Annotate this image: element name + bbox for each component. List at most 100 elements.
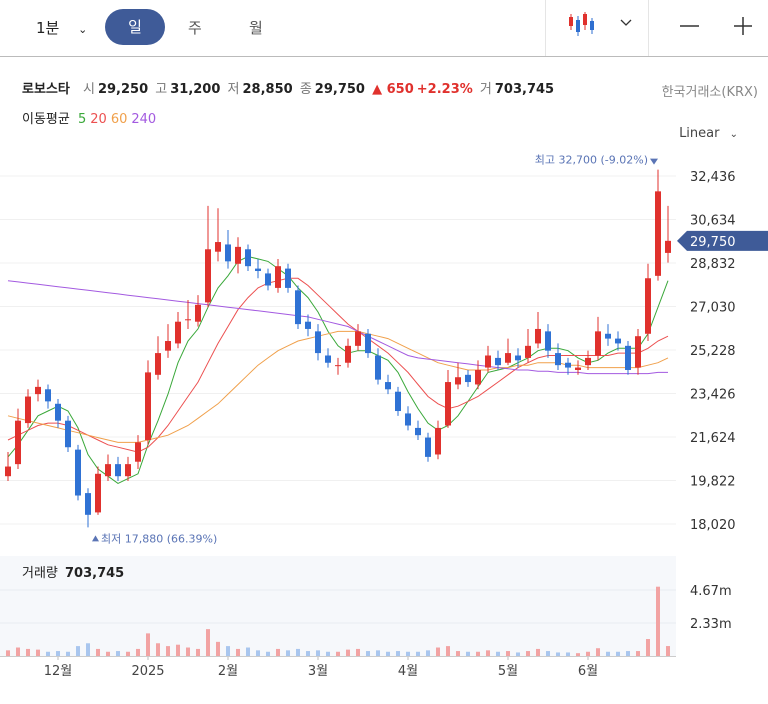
scale-select[interactable]: Linear ⌄ — [679, 126, 738, 141]
value: 703,745 — [494, 82, 555, 97]
candle-body — [265, 273, 271, 286]
volume-value: 703,745 — [65, 566, 124, 581]
tab-week[interactable]: 주 — [188, 19, 202, 37]
candle-body — [595, 331, 601, 356]
candle-body — [635, 336, 641, 368]
volume-bar — [506, 651, 510, 656]
candle-body — [75, 449, 81, 496]
volume-bar — [196, 648, 200, 656]
volume-bar — [36, 649, 40, 656]
volume-bar — [406, 651, 410, 656]
volume-bar — [556, 652, 560, 656]
volume-bar — [476, 651, 480, 656]
x-tick-label: 6월 — [578, 664, 598, 679]
x-tick-label: 4월 — [398, 664, 418, 679]
candle-body — [495, 357, 501, 366]
candle-body — [545, 331, 551, 351]
low-marker — [92, 535, 99, 542]
volume-panel — [0, 556, 676, 656]
volume-bar — [626, 651, 630, 656]
volume-bar — [76, 646, 80, 656]
candle-body — [285, 268, 291, 288]
zoom-in[interactable] — [734, 17, 752, 35]
label: 거 — [479, 82, 492, 97]
volume-bar — [216, 641, 220, 656]
ma-label: 이동평균 — [22, 112, 70, 127]
volume-bar — [316, 650, 320, 656]
candle-body — [215, 242, 221, 252]
interval-select[interactable]: 1분 ⌄ — [36, 19, 88, 37]
candle-body — [385, 382, 391, 390]
candle-body — [425, 437, 431, 457]
candle-body — [275, 266, 281, 288]
label: 고 — [155, 82, 168, 97]
tab-month[interactable]: 월 — [249, 19, 263, 37]
y-tick-label: 19,822 — [690, 474, 736, 489]
candle-body — [335, 365, 341, 367]
candle-body — [525, 345, 531, 358]
stock-name: 로보스타 — [22, 82, 70, 97]
volume-bar — [546, 651, 550, 656]
volume-bar — [576, 653, 580, 656]
volume-bar — [166, 646, 170, 656]
y-tick-label: 21,624 — [690, 431, 736, 446]
candle-body — [295, 290, 301, 325]
legend-entry: 60 — [110, 112, 128, 127]
y-tick-label: 30,634 — [690, 213, 736, 228]
candle-body — [615, 338, 621, 344]
candle-body — [475, 369, 481, 385]
candle-body — [405, 413, 411, 426]
candle-body — [485, 355, 491, 368]
chart-type-button[interactable] — [569, 12, 632, 36]
candle-body — [565, 362, 571, 368]
candle-body — [355, 331, 361, 346]
candle-body — [555, 353, 561, 366]
candle-body — [445, 382, 451, 426]
candle-body — [655, 191, 661, 276]
candle-body — [175, 321, 181, 344]
tab-day[interactable]: 일 — [105, 9, 165, 45]
volume-bar — [286, 650, 290, 656]
candle-body — [515, 355, 521, 361]
candle-body — [125, 464, 131, 477]
volume-bar — [396, 651, 400, 656]
volume-bar — [636, 651, 640, 656]
candle-body — [205, 249, 211, 303]
x-tick-label: 2025 — [131, 664, 164, 679]
volume-bar — [246, 647, 250, 656]
ma-line — [7, 280, 668, 375]
candle-body — [325, 355, 331, 363]
volume-bar — [536, 648, 540, 656]
volume-bar — [156, 643, 160, 656]
quote-row: 로보스타 시 29,250 고 31,200 저 28,850 종 29,750 ▲ 6… — [22, 78, 557, 97]
volume-bar — [646, 639, 650, 656]
volume-bar — [486, 650, 490, 656]
label: 저 — [227, 82, 240, 97]
price-tag-label: 29,750 — [690, 235, 736, 250]
volume-bar — [586, 651, 590, 656]
exchange: 한국거래소(KRX) — [661, 85, 758, 100]
volume-bar — [186, 647, 190, 656]
volume-bar — [66, 651, 70, 656]
label: 시 — [82, 82, 95, 97]
candle-body — [305, 321, 311, 329]
volume-bar — [376, 650, 380, 656]
ma-line — [7, 330, 669, 443]
scale-label: Linear — [679, 126, 720, 141]
volume-bar — [236, 648, 240, 656]
candle-body — [415, 427, 421, 436]
y-tick-label: 18,020 — [690, 518, 736, 533]
volume-bar — [226, 646, 230, 656]
value: 28,850 — [242, 82, 293, 97]
volume-bar — [136, 648, 140, 656]
volume-bar — [16, 647, 20, 656]
candle-body — [395, 391, 401, 412]
candle-body — [645, 278, 651, 334]
volume-bar — [276, 648, 280, 656]
x-tick-label: 2월 — [218, 664, 238, 679]
price-tag — [677, 230, 768, 251]
volume-bar — [6, 650, 10, 656]
candle-body — [575, 367, 581, 370]
volume-bar — [96, 648, 100, 656]
volume-bar — [176, 644, 180, 656]
